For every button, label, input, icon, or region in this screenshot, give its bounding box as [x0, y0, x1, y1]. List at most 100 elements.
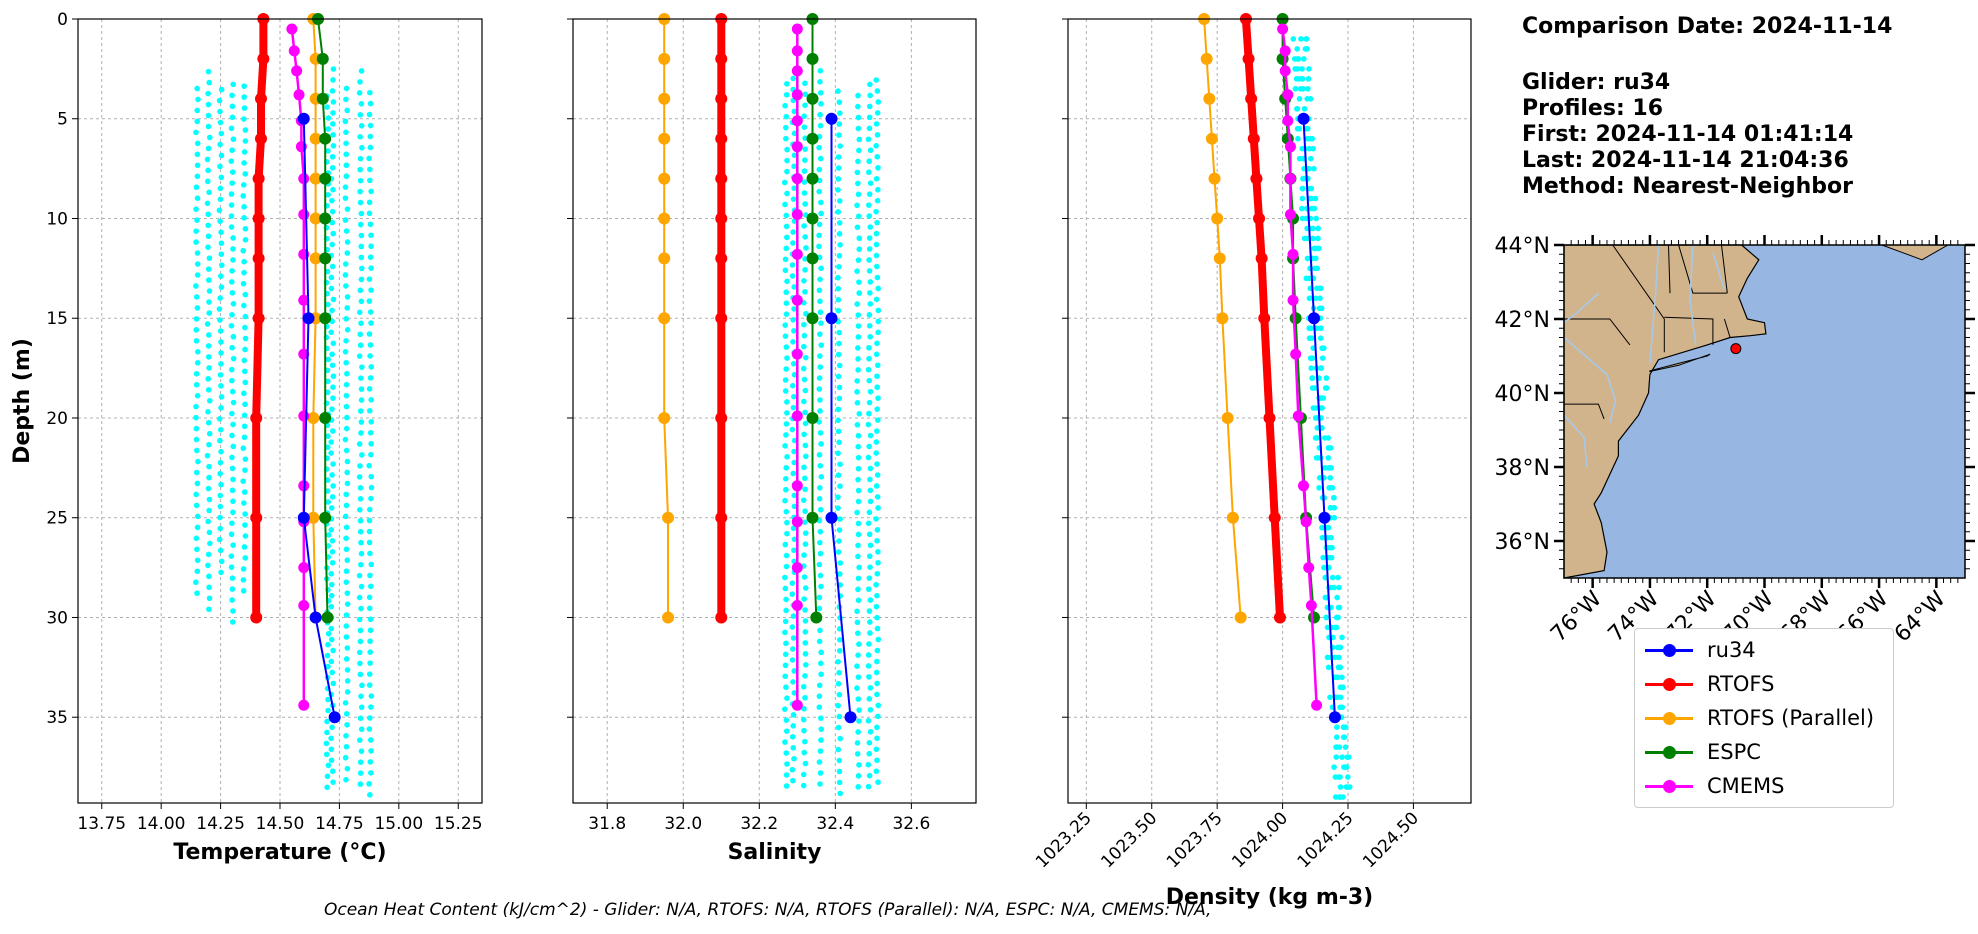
raw-glider-point [801, 464, 807, 471]
map-state-border [1612, 244, 1665, 353]
raw-glider-point [854, 608, 860, 615]
raw-glider-point [366, 155, 372, 162]
chart-panel-2: 31.8 32.0 32.2 32.4 32.6 Salinity [567, 13, 977, 865]
legend-item-ru34: ru34 [1645, 637, 1756, 663]
raw-glider-point [1333, 734, 1340, 740]
raw-glider-point [1294, 105, 1300, 112]
raw-glider-point [358, 561, 364, 568]
raw-glider-point [791, 130, 798, 137]
raw-glider-point [855, 674, 862, 680]
raw-glider-point [1294, 125, 1301, 132]
raw-glider-point [855, 476, 861, 483]
raw-glider-point [874, 154, 881, 160]
plot-frame [1067, 18, 1472, 804]
raw-glider-point [783, 113, 790, 120]
raw-glider-point [241, 489, 248, 495]
raw-glider-point [217, 163, 223, 170]
raw-glider-point [855, 696, 862, 702]
raw-glider-point [783, 366, 790, 372]
raw-glider-point [229, 114, 236, 121]
raw-glider-point [802, 157, 808, 163]
raw-glider-point [359, 682, 365, 689]
raw-glider-point [803, 662, 809, 668]
raw-glider-point [343, 447, 350, 454]
raw-glider-point [356, 594, 363, 601]
data-point-rtofs-parallel- [1216, 312, 1229, 325]
raw-glider-point [324, 773, 331, 780]
raw-glider-point [1337, 694, 1344, 701]
raw-glider-point [218, 152, 225, 159]
data-point-rtofs [1273, 611, 1286, 624]
raw-glider-point [836, 713, 843, 720]
raw-glider-point [358, 320, 364, 327]
x-tick-label: 32.4 [816, 814, 854, 834]
raw-glider-point [802, 135, 808, 141]
raw-glider-point [356, 90, 363, 96]
raw-glider-point [791, 668, 798, 674]
x-tick-label: 1024.25 [1294, 808, 1358, 872]
raw-glider-point [855, 92, 861, 99]
raw-glider-point [836, 669, 842, 676]
raw-glider-point [835, 549, 842, 555]
raw-glider-point [790, 317, 796, 323]
data-point-rtofs [1255, 252, 1268, 265]
data-point-rtofs-parallel- [309, 212, 322, 225]
raw-glider-point [802, 442, 809, 449]
raw-glider-point [867, 619, 873, 625]
raw-glider-point [367, 638, 373, 645]
raw-glider-point [357, 199, 364, 206]
raw-glider-point [344, 414, 350, 421]
raw-glider-point [875, 779, 881, 786]
raw-glider-point [328, 603, 335, 610]
raw-glider-point [817, 781, 823, 787]
raw-glider-point [368, 495, 374, 502]
data-point-cmems [1300, 516, 1312, 528]
raw-glider-point [874, 384, 881, 391]
data-point-rtofs [715, 252, 728, 265]
raw-glider-point [325, 115, 332, 121]
data-point-rtofs [715, 312, 728, 325]
raw-glider-point [218, 361, 224, 367]
raw-glider-point [193, 338, 200, 344]
raw-glider-point [1300, 185, 1306, 192]
raw-glider-point [1339, 674, 1345, 681]
raw-glider-point [1317, 305, 1324, 312]
raw-glider-point [1300, 86, 1306, 92]
raw-glider-point [784, 519, 790, 526]
raw-glider-point [783, 783, 790, 789]
raw-glider-point [818, 726, 825, 732]
raw-glider-point [854, 268, 860, 274]
x-axis-label: Density (kg m-3) [1166, 885, 1374, 910]
raw-glider-point [230, 421, 236, 428]
data-point-cmems [1284, 209, 1296, 221]
raw-glider-point [856, 762, 862, 768]
raw-glider-point [835, 505, 841, 511]
raw-glider-point [328, 658, 335, 665]
raw-glider-point [816, 386, 823, 392]
raw-glider-point [836, 340, 842, 347]
raw-glider-point [835, 209, 842, 215]
lon-label: 76°W [1546, 586, 1607, 647]
raw-glider-point [818, 671, 824, 678]
raw-glider-point [782, 618, 789, 625]
raw-glider-point [802, 530, 809, 536]
raw-glider-point [865, 652, 872, 658]
data-point-rtofs-parallel- [307, 411, 320, 424]
raw-glider-point [205, 167, 211, 174]
raw-glider-point [368, 243, 374, 250]
raw-glider-point [1322, 385, 1329, 391]
data-point-rtofs-parallel- [658, 172, 671, 185]
raw-glider-point [325, 762, 332, 769]
raw-glider-point [357, 506, 363, 513]
raw-glider-point [358, 232, 365, 239]
raw-glider-point [791, 284, 798, 290]
data-point-rtofs [1253, 212, 1266, 225]
raw-glider-point [342, 700, 349, 706]
raw-glider-point [1334, 594, 1340, 601]
raw-glider-point [343, 129, 349, 136]
raw-glider-point [206, 584, 212, 591]
raw-glider-point [1332, 794, 1339, 800]
raw-glider-point [802, 694, 808, 701]
raw-glider-point [1340, 734, 1347, 740]
raw-glider-point [837, 735, 844, 742]
